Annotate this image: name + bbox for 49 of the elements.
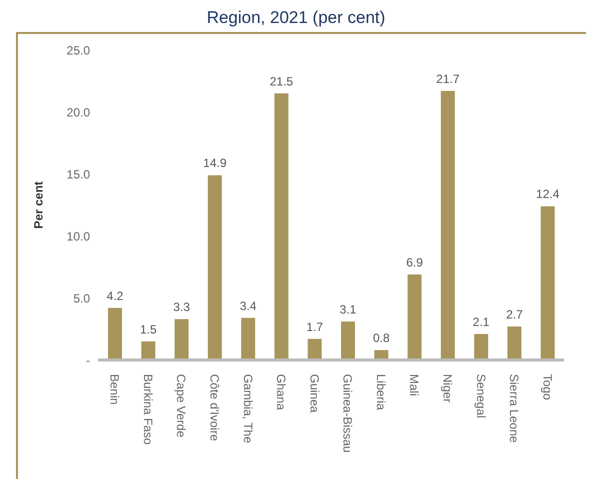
bar — [141, 341, 156, 360]
y-tick-label: 15.0 — [66, 167, 90, 182]
bar — [174, 319, 189, 360]
data-label: 12.4 — [536, 187, 560, 202]
bar — [308, 338, 322, 360]
x-tick-label: Niger — [440, 374, 454, 403]
y-tick-label: 5.0 — [73, 291, 90, 306]
x-tick-label: Côte d'Ivoire — [208, 374, 222, 442]
data-label: 0.8 — [372, 331, 390, 346]
data-label: 3.3 — [173, 300, 190, 314]
data-label: 3.4 — [240, 298, 257, 313]
data-label: 6.9 — [406, 255, 424, 270]
bar — [440, 90, 455, 360]
bar — [108, 308, 122, 360]
x-tick-label: Guinea — [307, 374, 322, 414]
data-label: 4.2 — [106, 288, 124, 303]
data-label: 2.1 — [472, 314, 490, 329]
bar — [507, 326, 522, 360]
chart-title: Region, 2021 (per cent) — [206, 8, 386, 29]
data-label: 1.5 — [140, 322, 157, 336]
x-tick-label: Senegal — [474, 374, 488, 418]
y-tick-label: 20.0 — [66, 105, 90, 120]
x-tick-label: Sierra Leone — [507, 374, 522, 444]
data-label: 14.9 — [203, 156, 227, 170]
x-tick-label: Benin — [108, 374, 122, 405]
bar — [341, 322, 355, 360]
y-tick-label: - — [86, 353, 90, 368]
x-tick-label: Gambia, The — [240, 374, 255, 444]
data-label: 2.7 — [506, 308, 524, 322]
data-label: 3.1 — [340, 302, 357, 317]
x-tick-label: Ghana — [274, 374, 288, 410]
data-label: 1.7 — [306, 320, 324, 334]
x-tick-label: Togo — [540, 374, 554, 400]
data-label: 21.7 — [436, 72, 460, 86]
bar — [408, 274, 422, 360]
x-tick-label: Liberia — [374, 374, 388, 410]
x-tick-label: Cape Verde — [174, 374, 188, 438]
bar — [241, 318, 256, 360]
y-tick-label: 25.0 — [66, 43, 90, 58]
y-tick-label: 10.0 — [66, 229, 90, 244]
y-axis-title: Per cent — [31, 181, 46, 229]
x-tick-label: Burkina Faso — [140, 374, 155, 446]
x-tick-label: Mali — [407, 374, 422, 396]
x-tick-label: Guinea-Bissau — [340, 374, 355, 453]
bar — [540, 206, 555, 360]
data-label: 21.5 — [270, 74, 294, 88]
bar — [474, 334, 488, 360]
bar — [208, 175, 222, 360]
bar — [274, 93, 288, 360]
